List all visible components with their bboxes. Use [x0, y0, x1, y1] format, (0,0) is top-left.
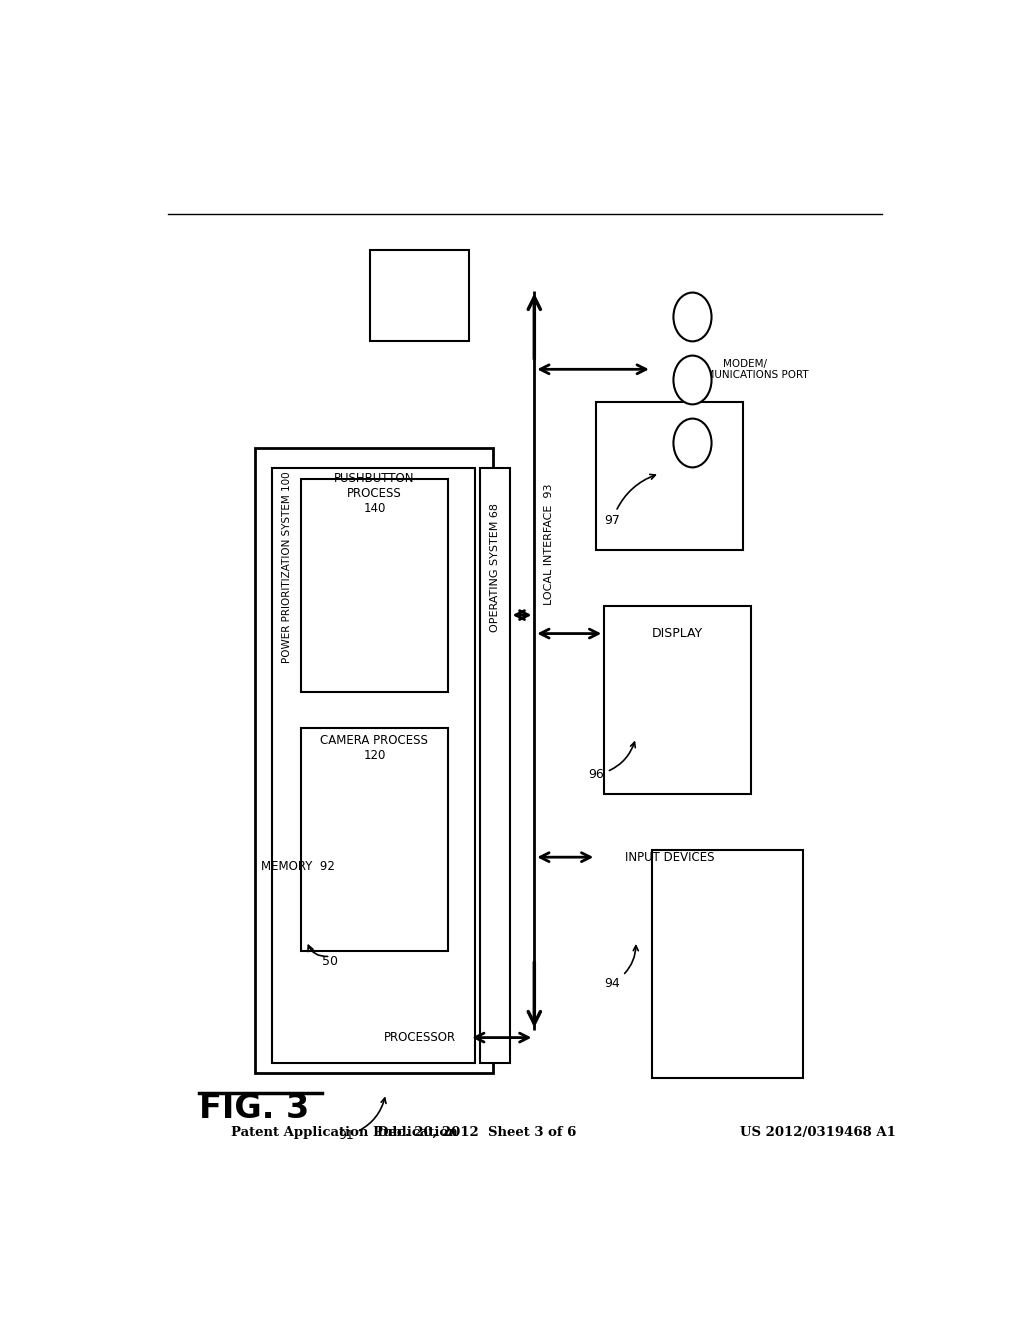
Text: MODEM/
COMMUNICATIONS PORT: MODEM/ COMMUNICATIONS PORT: [681, 359, 809, 380]
Bar: [604, 606, 751, 793]
Text: POWER PRIORITIZATION SYSTEM 100: POWER PRIORITIZATION SYSTEM 100: [282, 471, 292, 664]
Text: PUSHBUTTON
PROCESS
140: PUSHBUTTON PROCESS 140: [334, 473, 415, 515]
Bar: [272, 469, 475, 1063]
Text: 91: 91: [338, 1098, 386, 1142]
Text: 50: 50: [323, 954, 338, 968]
Text: CAMERA PROCESS
120: CAMERA PROCESS 120: [321, 734, 428, 762]
Text: DISPLAY: DISPLAY: [652, 627, 703, 640]
Text: PROCESSOR: PROCESSOR: [384, 1031, 456, 1044]
Text: INPUT DEVICES: INPUT DEVICES: [625, 850, 715, 863]
Text: FIG. 3: FIG. 3: [200, 1092, 309, 1125]
Text: LOCAL INTERFACE  93: LOCAL INTERFACE 93: [544, 484, 554, 606]
Bar: [652, 850, 803, 1078]
Text: US 2012/0319468 A1: US 2012/0319468 A1: [740, 1126, 896, 1139]
Bar: [370, 249, 469, 342]
Bar: [596, 403, 743, 549]
Bar: [479, 469, 510, 1063]
Bar: [301, 479, 447, 692]
Text: Dec. 20, 2012  Sheet 3 of 6: Dec. 20, 2012 Sheet 3 of 6: [378, 1126, 577, 1139]
Bar: [255, 447, 493, 1073]
Text: 97: 97: [604, 474, 655, 527]
Text: 94: 94: [604, 945, 638, 990]
Text: OPERATING SYSTEM 68: OPERATING SYSTEM 68: [489, 503, 500, 632]
Bar: [301, 727, 447, 952]
Text: Patent Application Publication: Patent Application Publication: [231, 1126, 458, 1139]
Circle shape: [674, 293, 712, 342]
Text: 96: 96: [588, 742, 635, 781]
Circle shape: [674, 355, 712, 404]
Circle shape: [674, 418, 712, 467]
Text: MEMORY  92: MEMORY 92: [261, 859, 335, 873]
